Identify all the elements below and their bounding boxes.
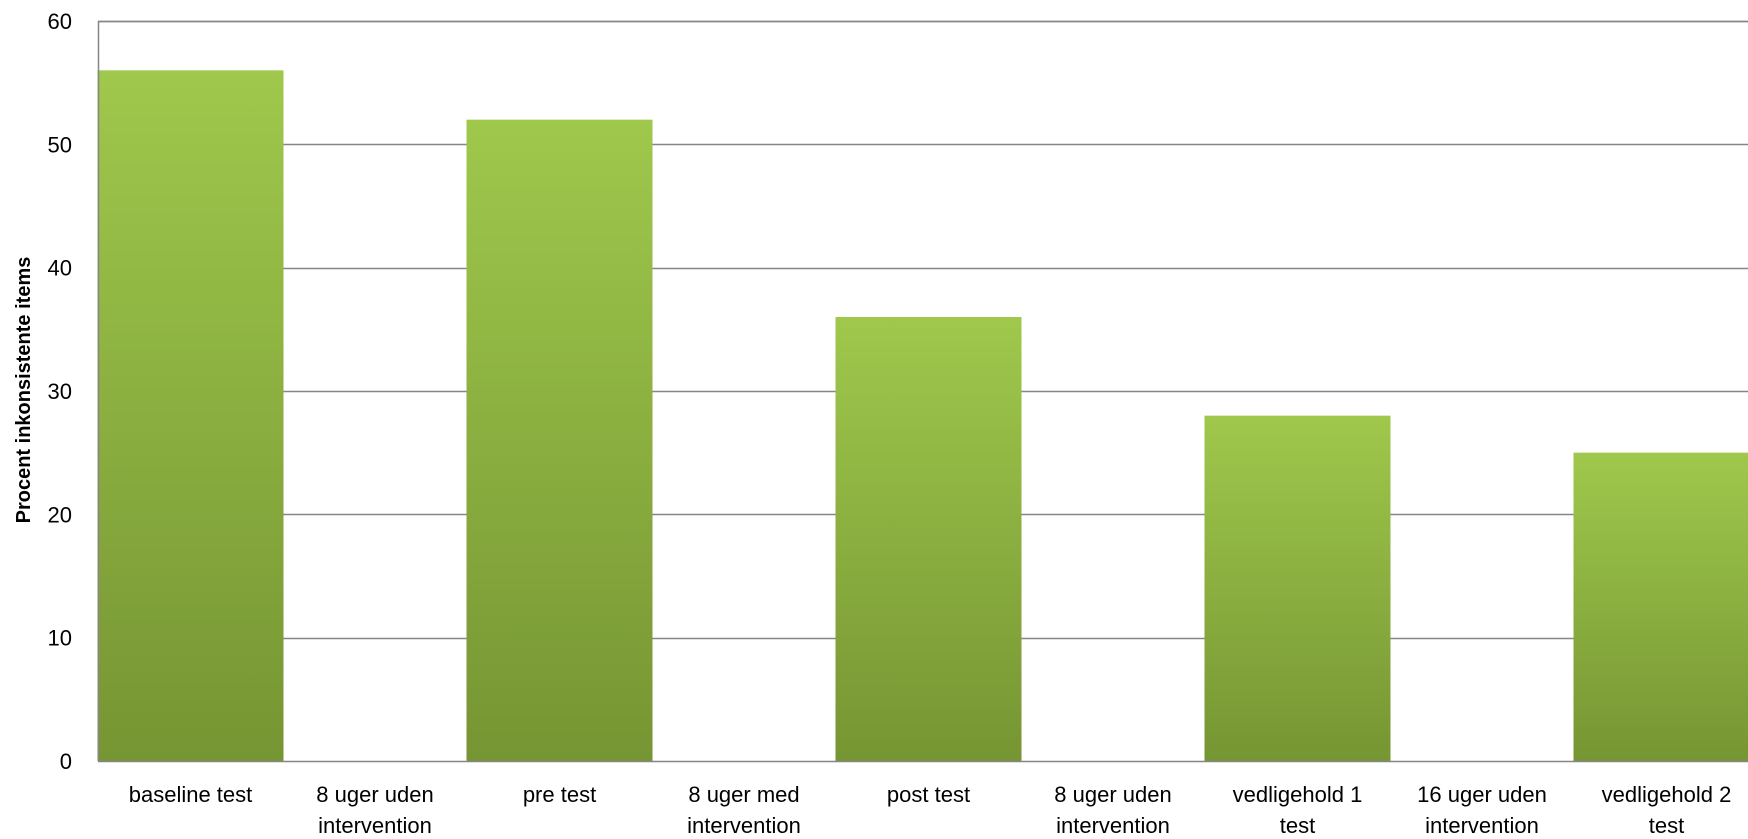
x-category-labels: baseline test 8 uger uden intervention pre … (129, 782, 1732, 838)
x-category-label: baseline test (129, 782, 253, 807)
y-tick-label: 50 (48, 132, 72, 157)
y-tick-label: 20 (48, 502, 72, 527)
y-axis-title: Procent inkonsistente items (13, 257, 35, 524)
x-category-label: 8 uger med intervention (687, 782, 801, 838)
x-category-label-line: test (1649, 813, 1684, 838)
x-category-label-line: test (1280, 813, 1315, 838)
y-tick-label: 60 (48, 9, 72, 34)
x-category-label: vedligehold 2 test (1602, 782, 1732, 838)
x-category-label-line: intervention (318, 813, 432, 838)
bar-0 (97, 70, 284, 762)
x-category-label-line: pre test (523, 782, 596, 807)
y-tick-labels: 0 10 20 30 40 50 60 (48, 9, 72, 774)
x-category-label: 8 uger uden intervention (1054, 782, 1171, 838)
x-category-label-line: intervention (687, 813, 801, 838)
x-category-label-line: 16 uger uden (1417, 782, 1547, 807)
bar-4 (835, 317, 1022, 761)
x-category-label-line: intervention (1425, 813, 1539, 838)
y-tick-label: 10 (48, 626, 72, 651)
axes (97, 21, 1748, 763)
x-category-label-line: intervention (1056, 813, 1170, 838)
x-category-label-line: 8 uger uden (1054, 782, 1171, 807)
y-tick-label: 0 (60, 749, 72, 774)
x-category-label-line: post test (887, 782, 970, 807)
x-category-label-line: 8 uger uden (316, 782, 433, 807)
x-category-label-line: 8 uger med (688, 782, 799, 807)
x-category-label-line: vedligehold 2 (1602, 782, 1732, 807)
x-category-label: vedligehold 1 test (1233, 782, 1363, 838)
bar-2 (466, 119, 653, 761)
bar-6 (1204, 415, 1391, 761)
x-category-label: 16 uger uden intervention (1417, 782, 1547, 838)
x-category-label: 8 uger uden intervention (316, 782, 433, 838)
y-tick-label: 40 (48, 256, 72, 281)
x-category-label: pre test (523, 782, 596, 807)
bars (97, 70, 1748, 762)
x-category-label: post test (887, 782, 970, 807)
bar-8 (1573, 452, 1748, 761)
x-category-label-line: vedligehold 1 (1233, 782, 1363, 807)
y-tick-label: 30 (48, 379, 72, 404)
x-category-label-line: baseline test (129, 782, 253, 807)
